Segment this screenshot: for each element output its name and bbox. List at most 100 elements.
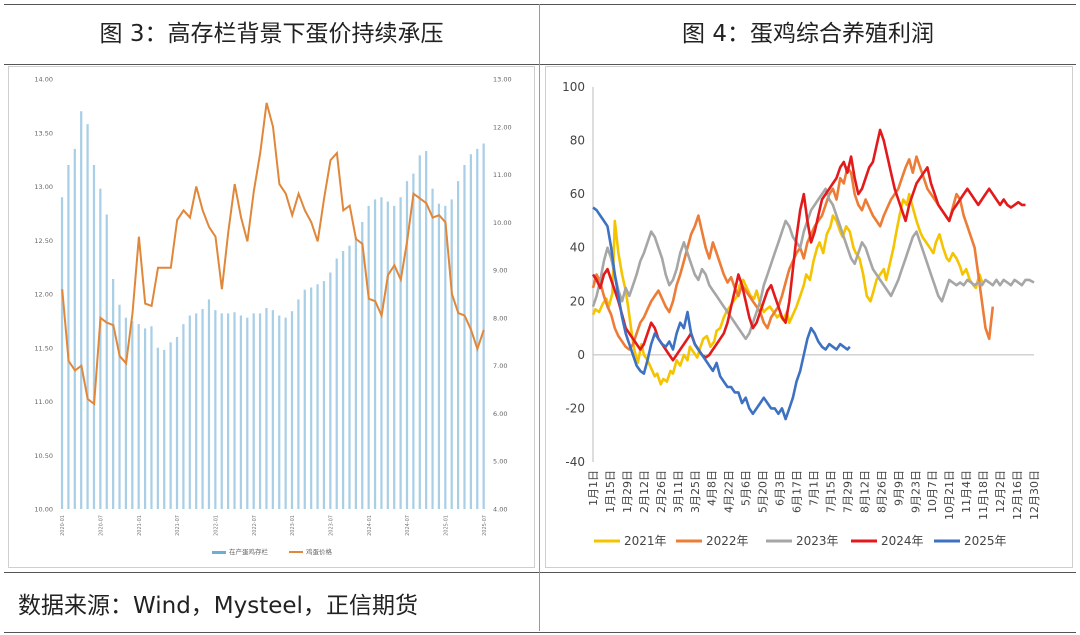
x-tick-label: 10月7日 xyxy=(926,470,939,513)
inventory-bar xyxy=(201,309,204,509)
y-left-tick-label: 13.00 xyxy=(34,183,53,191)
y-tick-label: -20 xyxy=(565,401,585,415)
inventory-bar xyxy=(73,148,76,509)
x-tick-label: 2021-01 xyxy=(137,515,143,536)
y-right-tick-label: 7.00 xyxy=(493,362,507,370)
inventory-bar xyxy=(258,313,262,509)
inventory-bar xyxy=(310,287,313,509)
inventory-bar xyxy=(143,328,147,509)
y-left-tick-label: 10.50 xyxy=(34,452,53,460)
left-chart-title: 图 3：高存栏背景下蛋价持续承压 xyxy=(99,21,444,47)
inventory-bar xyxy=(297,299,300,509)
x-tick-label: 6月17日 xyxy=(791,470,804,513)
x-tick-label: 1月15日 xyxy=(604,470,617,513)
x-tick-label: 5月6日 xyxy=(740,470,753,506)
y-left-tick-label: 12.50 xyxy=(34,237,53,245)
x-tick-label: 4月22日 xyxy=(723,470,736,513)
inventory-bar xyxy=(182,324,185,509)
inventory-bar xyxy=(207,299,211,509)
legend-label: 2025年 xyxy=(964,534,1007,548)
y-tick-label: 0 xyxy=(577,348,585,362)
x-tick-label: 8月12日 xyxy=(858,470,871,513)
table-frame xyxy=(4,4,1076,633)
inventory-bar xyxy=(156,347,159,509)
inventory-bar xyxy=(393,205,396,509)
y-left-tick-label: 12.00 xyxy=(34,291,53,299)
inventory-bar xyxy=(92,165,96,509)
inventory-bar xyxy=(105,214,108,509)
inventory-bar xyxy=(431,188,434,509)
left-chart-panel: 10.00 10.50 11.00 11.50 12.00 12.50 13.00 13.50… xyxy=(8,66,535,568)
footer-divider xyxy=(4,572,1076,573)
inventory-bar xyxy=(86,124,89,510)
x-tick-label: 2024-01 xyxy=(367,515,373,536)
inventory-bar xyxy=(456,181,460,509)
y-right-tick-label: 5.00 xyxy=(493,458,507,466)
legend-inventory-swatch xyxy=(212,551,226,554)
legend-label: 2024年 xyxy=(881,534,924,548)
inventory-bar xyxy=(386,201,389,510)
inventory-bar xyxy=(137,324,140,509)
y-tick-label: 60 xyxy=(570,187,585,201)
inventory-bar xyxy=(367,205,370,509)
legend-label: 2022年 xyxy=(706,534,749,548)
inventory-bar xyxy=(290,311,294,509)
inventory-bar xyxy=(246,317,249,509)
inventory-bar xyxy=(239,315,243,509)
series-line-2023 xyxy=(591,187,1035,341)
inventory-bar xyxy=(303,289,306,509)
x-tick-label: 2025-07 xyxy=(482,515,488,536)
y-right-tick-label: 4.00 xyxy=(493,506,507,514)
x-tick-label: 6月3日 xyxy=(774,470,787,506)
x-tick-label: 8月26日 xyxy=(875,470,888,513)
x-tick-label: 2020-01 xyxy=(60,515,66,536)
y-right-tick-label: 13.00 xyxy=(493,76,512,84)
inventory-bar xyxy=(348,245,351,509)
inventory-bar xyxy=(412,173,415,509)
inventory-bar xyxy=(124,317,128,509)
inventory-bar xyxy=(169,342,172,509)
inventory-bar xyxy=(188,315,191,509)
inventory-bar xyxy=(437,203,441,509)
egg-inventory-price-chart: 10.00 10.50 11.00 11.50 12.00 12.50 13.00 13.50… xyxy=(34,76,512,557)
inventory-bar xyxy=(163,349,166,509)
inventory-bar xyxy=(418,155,421,509)
x-tick-label: 2024-07 xyxy=(405,515,411,536)
inventory-bar xyxy=(450,199,453,509)
inventory-bar xyxy=(335,258,338,509)
data-source-note: 数据来源：Wind，Mysteel，正信期货 xyxy=(18,593,418,619)
x-tick-label: 2023-07 xyxy=(328,515,334,536)
right-chart-title: 图 4：蛋鸡综合养殖利润 xyxy=(682,21,934,47)
x-tick-label: 7月29日 xyxy=(841,470,854,513)
y-right-tick-label: 6.00 xyxy=(493,410,507,418)
x-tick-label: 12月16日 xyxy=(1011,470,1024,520)
x-tick-label: 11月18日 xyxy=(977,470,990,520)
y-tick-label: 80 xyxy=(570,134,585,148)
x-tick-label: 4月8日 xyxy=(706,470,719,506)
x-tick-label: 2022-07 xyxy=(252,515,258,536)
y-left-tick-label: 13.50 xyxy=(34,129,53,137)
inventory-bar xyxy=(60,197,64,509)
inventory-bar xyxy=(99,188,102,509)
y-left-tick-label: 10.00 xyxy=(34,506,53,514)
y-right-tick-label: 10.00 xyxy=(493,219,512,227)
inventory-bar xyxy=(316,284,319,509)
x-tick-label: 3月11日 xyxy=(672,470,685,513)
y-right-tick-label: 8.00 xyxy=(493,314,507,322)
inventory-bar xyxy=(405,181,409,509)
x-tick-label: 2020-07 xyxy=(99,515,105,536)
x-tick-label: 1月29日 xyxy=(621,470,634,513)
inventory-bar xyxy=(118,304,121,509)
x-tick-label: 10月21日 xyxy=(943,470,956,520)
x-tick-label: 3月25日 xyxy=(689,470,702,513)
legend-inventory-label: 在产蛋鸡存栏 xyxy=(229,547,269,556)
inventory-bar xyxy=(463,165,466,509)
series-line-2025 xyxy=(592,206,851,421)
inventory-bar xyxy=(425,151,428,509)
x-tick-label: 12月2日 xyxy=(994,470,1007,513)
inventory-bar xyxy=(112,278,115,509)
legend-label: 2023年 xyxy=(796,534,839,548)
inventory-bar xyxy=(175,337,179,509)
series-line-2024 xyxy=(591,128,1026,362)
